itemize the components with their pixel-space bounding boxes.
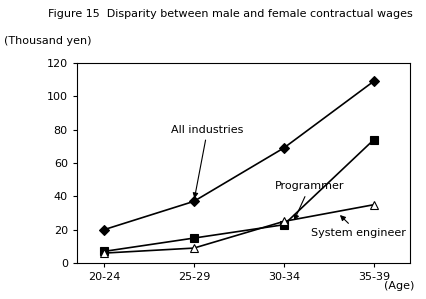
Text: (Thousand yen): (Thousand yen) (4, 36, 92, 46)
Line: System engineer: System engineer (99, 201, 377, 257)
Text: Figure 15  Disparity between male and female contractual wages: Figure 15 Disparity between male and fem… (48, 9, 412, 19)
System engineer (281, 219, 286, 223)
Text: System engineer: System engineer (310, 216, 405, 238)
System engineer (101, 251, 106, 255)
Line: Programmer: Programmer (99, 135, 377, 256)
Text: Programmer: Programmer (274, 181, 344, 219)
System engineer (371, 203, 376, 207)
Programmer (281, 223, 286, 227)
All industries (371, 79, 376, 83)
Text: All industries: All industries (171, 125, 243, 197)
All industries (281, 146, 286, 150)
Programmer (371, 138, 376, 141)
Programmer (101, 250, 106, 253)
All industries (191, 199, 196, 203)
System engineer (191, 246, 196, 250)
Line: All industries: All industries (100, 78, 377, 233)
Programmer (191, 236, 196, 240)
Text: (Age): (Age) (383, 281, 413, 291)
All industries (101, 228, 106, 231)
